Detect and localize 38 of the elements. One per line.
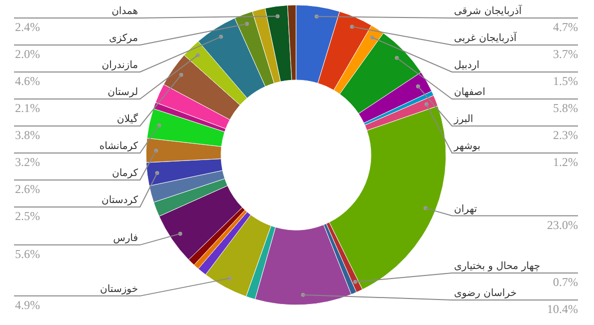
data-label: 4.6% [15,74,40,88]
data-label: 0.7% [553,275,578,289]
slice-label: همدان [112,6,138,17]
data-label: 4.9% [15,298,40,312]
slice-label: کرمانشاه [99,141,138,152]
slice-label: خراسان رضوی [454,288,517,299]
slice-label: فارس [113,232,138,244]
slice-label: مازندران [102,60,138,71]
data-label: 2.6% [15,182,40,196]
data-label: 4.7% [553,20,578,34]
slice-label: اردبیل [454,60,480,71]
data-label: 1.2% [553,155,578,169]
slice-label: بوشهر [453,141,480,152]
slice-label: البرز [453,114,474,125]
data-label: 5.6% [15,246,40,261]
slice-label: آذربایجان شرقی [454,4,523,17]
slice-label: کردستان [101,195,138,206]
data-label: 2.3% [553,128,578,142]
data-label: 2.5% [15,209,40,223]
slice-label: آذربایجان غربی [454,31,518,44]
slice-label: کرمان [112,168,138,179]
slice-label: گیلان [116,113,138,125]
data-label: 10.4% [547,302,578,316]
slice-label: اصفهان [454,87,486,98]
data-label: 23.0% [547,218,578,232]
slice-label: مرکزی [109,33,138,44]
data-label: 3.8% [15,128,40,142]
data-label: 2.4% [15,20,40,34]
data-label: 3.7% [553,47,578,61]
slice-label: لرستان [108,87,138,98]
data-label: 2.0% [15,47,40,61]
data-label: 1.5% [553,74,578,88]
data-label: 5.8% [553,101,578,115]
slice-label: چهار محال و بختیاری [454,261,540,272]
slice-label: تهران [454,204,478,215]
data-label: 3.2% [15,155,40,169]
slice-label: خوزستان [100,284,138,295]
data-label: 2.1% [15,101,40,115]
